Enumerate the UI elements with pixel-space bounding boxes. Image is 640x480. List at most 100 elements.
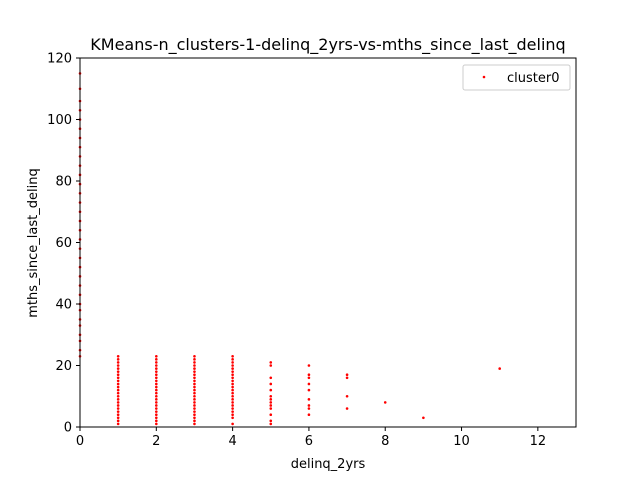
data-point (231, 364, 234, 367)
data-point (269, 376, 273, 380)
data-point (307, 388, 311, 392)
data-point (231, 404, 234, 407)
data-point (307, 364, 311, 367)
data-point (231, 367, 234, 370)
data-point (307, 407, 311, 410)
data-point (155, 398, 158, 401)
data-point (155, 416, 158, 420)
plot-area (78, 57, 577, 428)
data-point (193, 401, 196, 404)
data-point (269, 382, 273, 386)
data-point (383, 401, 387, 404)
y-tick-label: 40 (55, 298, 72, 313)
data-point (116, 413, 120, 417)
data-point (155, 391, 158, 395)
data-point (231, 361, 234, 364)
data-point (307, 382, 311, 386)
data-point (269, 413, 273, 417)
data-point (193, 410, 196, 413)
data-point (307, 398, 311, 401)
x-tick-label: 0 (76, 434, 84, 449)
data-point (155, 419, 158, 423)
data-point (269, 407, 273, 410)
x-axis-label: delinq_2yrs (291, 457, 366, 472)
data-point (231, 401, 234, 404)
data-point (155, 358, 158, 361)
data-point (193, 373, 196, 377)
data-point (193, 364, 196, 367)
data-point (155, 401, 158, 404)
data-point (193, 419, 196, 423)
data-point (116, 416, 120, 420)
data-point (116, 419, 120, 423)
data-point (231, 373, 234, 377)
data-point (345, 394, 349, 398)
data-point (116, 422, 120, 426)
data-point (116, 398, 120, 401)
legend-label-cluster0: cluster0 (507, 71, 559, 86)
data-point (155, 367, 158, 370)
data-point (231, 379, 234, 383)
legend-box (462, 64, 571, 91)
data-point (269, 361, 273, 364)
data-point (155, 410, 158, 413)
data-point (231, 388, 234, 392)
data-point (116, 361, 120, 364)
data-point (155, 385, 158, 389)
points-layer (78, 72, 501, 426)
data-point (193, 413, 196, 417)
data-point (116, 367, 120, 370)
data-point (422, 416, 425, 420)
data-point (231, 407, 234, 410)
data-point (193, 354, 196, 358)
data-point (269, 394, 273, 398)
data-point (307, 413, 311, 417)
data-point (231, 416, 234, 420)
data-point (193, 376, 196, 380)
data-point (116, 404, 120, 407)
data-point (116, 401, 120, 404)
x-axis-ticks: 0 2 4 6 8 10 12 (76, 427, 546, 449)
x-tick-label: 4 (228, 434, 236, 449)
data-point (155, 373, 158, 377)
data-point (155, 354, 158, 358)
data-point (307, 376, 311, 380)
data-point (193, 379, 196, 383)
data-point (155, 370, 158, 373)
chart-title: KMeans-n_clusters-1-delinq_2yrs-vs-mths_… (90, 35, 565, 55)
data-point (116, 358, 120, 361)
data-point (193, 398, 196, 401)
y-axis-label: mths_since_last_delinq (26, 168, 41, 317)
x-tick-label: 10 (453, 434, 470, 449)
data-point (193, 394, 196, 398)
data-point (193, 385, 196, 389)
data-point (269, 422, 273, 426)
data-point (498, 367, 501, 370)
data-point (193, 407, 196, 410)
data-point (193, 361, 196, 364)
data-point (155, 364, 158, 367)
data-point (269, 401, 273, 404)
data-point (231, 354, 234, 358)
data-point (116, 379, 120, 383)
data-point (307, 404, 311, 407)
y-tick-label: 120 (47, 52, 72, 67)
data-point (116, 370, 120, 373)
data-point (193, 382, 196, 386)
y-tick-label: 0 (64, 421, 72, 436)
data-point (116, 388, 120, 392)
data-point (231, 382, 234, 386)
data-point (193, 391, 196, 395)
data-point (345, 373, 349, 377)
data-point (231, 370, 234, 373)
data-point (155, 379, 158, 383)
data-point (116, 410, 120, 413)
y-axis-ticks: 0 20 40 60 80 100 120 (47, 52, 80, 436)
data-point (155, 361, 158, 364)
data-point (193, 367, 196, 370)
data-point (116, 373, 120, 377)
data-point (155, 407, 158, 410)
x-tick-label: 8 (381, 434, 389, 449)
data-point (116, 407, 120, 410)
